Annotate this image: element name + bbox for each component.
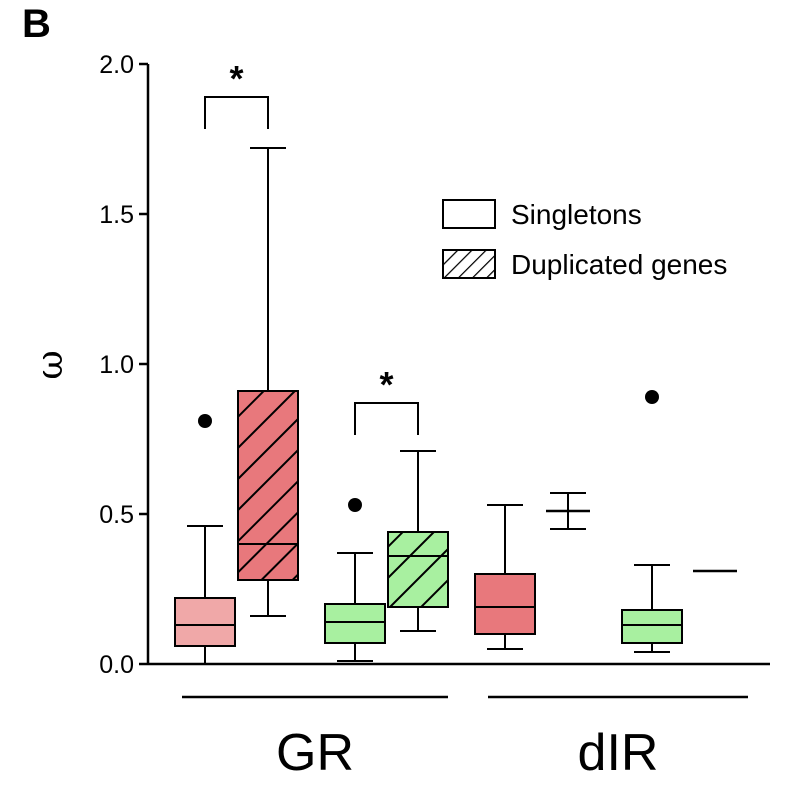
box-1 bbox=[174, 414, 236, 665]
y-axis: 0.0 0.5 1.0 1.5 2.0 bbox=[99, 51, 770, 679]
box-7 bbox=[621, 390, 683, 653]
y-axis-label: ω bbox=[30, 350, 71, 379]
outlier-point bbox=[645, 390, 659, 404]
box-body bbox=[174, 597, 236, 647]
box-hatch bbox=[237, 390, 299, 581]
group-label: dIR bbox=[578, 724, 659, 782]
outlier-point bbox=[348, 498, 362, 512]
group-label: GR bbox=[276, 724, 354, 782]
box-6 bbox=[546, 492, 590, 530]
box-body bbox=[324, 603, 386, 644]
y-tick-label: 0.0 bbox=[99, 651, 134, 679]
legend-item: Duplicated genes bbox=[442, 249, 727, 280]
y-tick-label: 2.0 bbox=[99, 51, 134, 79]
legend-swatch bbox=[442, 199, 496, 229]
significance-bracket: * bbox=[354, 364, 419, 435]
box-2 bbox=[237, 147, 299, 617]
significance-bracket: * bbox=[204, 58, 269, 129]
bracket-line bbox=[354, 402, 419, 435]
box-body bbox=[474, 573, 536, 635]
box-5 bbox=[474, 504, 536, 650]
box-hatch bbox=[387, 531, 449, 608]
bracket-line bbox=[204, 96, 269, 129]
panel-label: B bbox=[22, 2, 51, 46]
legend: Singletons Duplicated genes bbox=[442, 199, 727, 280]
legend-item: Singletons bbox=[442, 199, 642, 230]
y-tick-label: 0.5 bbox=[99, 501, 134, 529]
significance-star: * bbox=[379, 364, 393, 405]
outlier-point bbox=[198, 414, 212, 428]
legend-label: Singletons bbox=[511, 199, 642, 230]
group-axis: GR dIR bbox=[182, 695, 748, 782]
significance-annotations: ** bbox=[204, 58, 419, 435]
box-body bbox=[621, 609, 683, 644]
box-3 bbox=[324, 498, 386, 662]
boxes bbox=[174, 147, 737, 665]
legend-swatch-hatch bbox=[442, 249, 496, 279]
significance-star: * bbox=[229, 58, 243, 99]
legend-label: Duplicated genes bbox=[511, 249, 727, 280]
y-tick-label: 1.0 bbox=[99, 351, 134, 379]
y-tick-label: 1.5 bbox=[99, 201, 134, 229]
box-4 bbox=[387, 450, 449, 632]
